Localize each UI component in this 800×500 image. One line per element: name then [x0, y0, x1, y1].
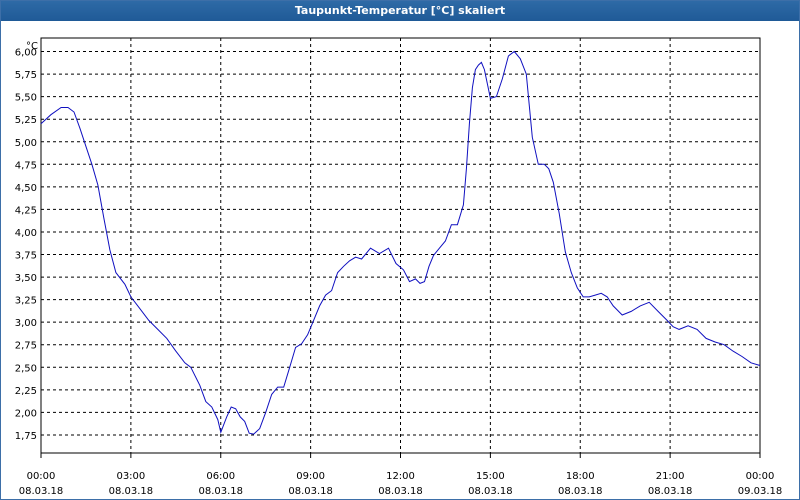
x-tick-date: 08.03.18 — [19, 486, 64, 497]
y-tick-label: 5,00 — [15, 138, 37, 149]
y-tick-label: 3,75 — [15, 251, 37, 262]
dewpoint-series-line — [40, 50, 761, 435]
y-tick-label: 2,00 — [15, 408, 37, 419]
chart-title: Taupunkt-Temperatur [°C] skaliert — [1, 1, 799, 21]
y-tick-label: 4,50 — [15, 183, 37, 194]
plot-area — [40, 37, 761, 454]
y-tick-label: 4,75 — [15, 160, 37, 171]
y-tick-label: 3,25 — [15, 296, 37, 307]
y-tick-label: 5,25 — [15, 115, 37, 126]
x-tick-time: 09:00 — [296, 471, 325, 482]
y-tick-label: 3,00 — [15, 318, 37, 329]
y-tick-label: 3,50 — [15, 273, 37, 284]
x-tick-date: 08.03.18 — [109, 486, 154, 497]
y-tick-label: 2,50 — [15, 363, 37, 374]
x-tick-time: 03:00 — [116, 471, 145, 482]
y-axis-unit: °C — [26, 41, 38, 52]
y-axis: 6,00 5,75 5,50 5,25 5,00 4,75 4,50 4,25 4,00 3,75… — [15, 48, 37, 442]
y-tick-label: 5,75 — [15, 70, 37, 81]
y-tick-label: 1,75 — [15, 431, 37, 442]
y-tick-label: 2,25 — [15, 386, 37, 397]
x-tick-date: 08.03.18 — [468, 486, 513, 497]
x-tick-time: 15:00 — [476, 471, 505, 482]
y-tick-label: 6,00 — [15, 48, 37, 59]
x-tick-date: 08.03.18 — [288, 486, 333, 497]
y-tick-label: 2,75 — [15, 341, 37, 352]
x-tick-time: 12:00 — [386, 471, 415, 482]
x-tick-date: 08.03.18 — [378, 486, 423, 497]
x-tick-date: 09.03.18 — [738, 486, 783, 497]
y-tick-label: 5,50 — [15, 93, 37, 104]
y-tick-label: 4,25 — [15, 205, 37, 216]
x-tick-date: 08.03.18 — [558, 486, 603, 497]
x-tick-time: 06:00 — [206, 471, 235, 482]
y-tick-label: 4,00 — [15, 228, 37, 239]
x-tick-time: 00:00 — [746, 471, 775, 482]
x-tick-time: 00:00 — [27, 471, 56, 482]
x-tick-date: 08.03.18 — [198, 486, 243, 497]
x-axis: 00:00 08.03.18 03:00 08.03.18 06:00 08.03.18 0… — [19, 453, 783, 497]
x-tick-time: 18:00 — [566, 471, 595, 482]
x-tick-date: 08.03.18 — [648, 486, 693, 497]
x-tick-time: 21:00 — [656, 471, 685, 482]
